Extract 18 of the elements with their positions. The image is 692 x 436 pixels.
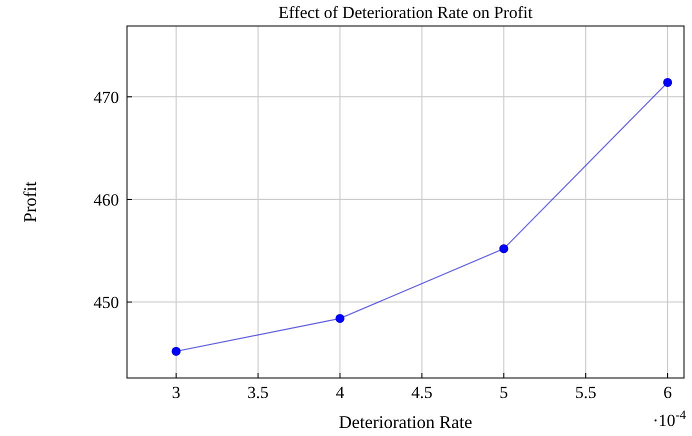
x-tick-label: 5.5 [575, 383, 596, 402]
x-tick-label: 4 [336, 383, 345, 402]
point [663, 78, 672, 87]
x-tick-label: 3.5 [247, 383, 269, 402]
point [172, 346, 181, 356]
x-tick-label: 3 [172, 383, 180, 402]
x-tick-label: 6 [663, 383, 672, 402]
point [499, 244, 508, 254]
y-tick-label: 470 [94, 88, 119, 107]
point [335, 314, 344, 323]
y-axis-title: Profit [20, 181, 40, 223]
x-tick-label: 4.5 [411, 383, 433, 402]
y-tick-label: 460 [94, 190, 119, 210]
y-tick-label: 450 [94, 293, 119, 312]
text: ·10$^{-4}$ [652, 408, 687, 430]
x-tick-label: 5 [500, 383, 508, 402]
x-axis-title: Deterioration Rate [338, 412, 472, 432]
chart-title: Effect of Deterioration Rate on Profit [278, 3, 533, 22]
